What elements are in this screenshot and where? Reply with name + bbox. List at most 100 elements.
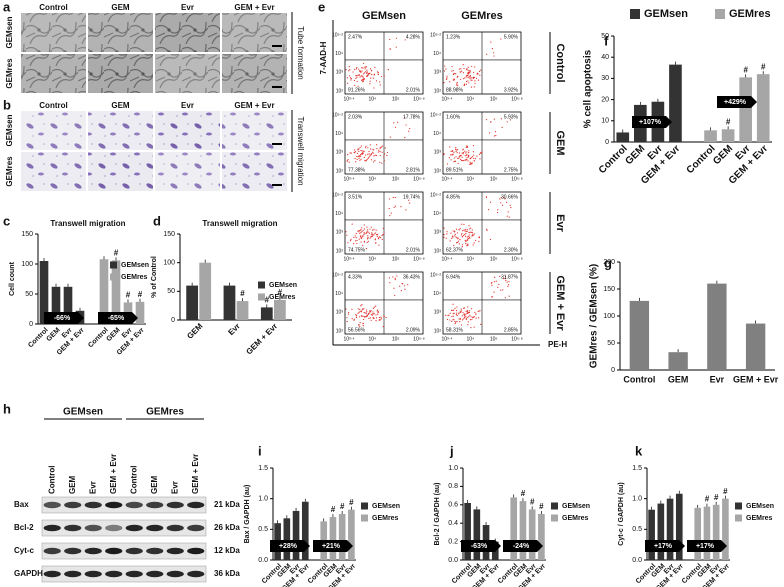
significance-flag: # <box>539 502 544 511</box>
event-dot <box>452 79 454 81</box>
blot-band <box>43 547 61 555</box>
panel-label: e <box>318 0 325 14</box>
event-dot <box>356 156 358 158</box>
blot-band <box>166 501 184 509</box>
lane-label: GEM + Evr <box>109 454 118 494</box>
event-dot <box>358 311 360 313</box>
event-dot <box>500 118 502 120</box>
event-dot <box>353 243 355 245</box>
legend-swatch <box>630 9 640 19</box>
event-dot <box>488 209 490 211</box>
y-tick-label: 0.5 <box>632 526 642 533</box>
event-dot <box>368 312 371 314</box>
event-dot <box>461 244 464 246</box>
event-dot <box>379 150 381 153</box>
blot-band <box>43 570 61 578</box>
event-dot <box>459 156 461 158</box>
lane-label: GEM <box>68 475 77 494</box>
event-dot <box>370 233 373 235</box>
event-dot <box>466 244 469 246</box>
event-dot <box>471 229 473 231</box>
bar <box>722 498 729 560</box>
event-dot <box>354 68 356 71</box>
flow-y-tick: 10⁴ <box>335 211 343 217</box>
bar <box>338 514 346 560</box>
event-dot <box>473 154 475 156</box>
event-dot <box>503 197 505 199</box>
event-dot <box>457 240 460 242</box>
event-dot <box>369 72 371 74</box>
y-tick-label: 1.0 <box>448 465 458 472</box>
event-dot <box>363 156 365 159</box>
event-dot <box>377 71 379 74</box>
micrograph <box>88 54 153 93</box>
quadrant-percent: 2.47% <box>348 34 363 40</box>
flow-x-tick: 10⁵·⁸ <box>511 96 522 102</box>
event-dot <box>375 305 377 307</box>
event-dot <box>454 233 456 235</box>
event-dot <box>404 288 406 290</box>
event-dot <box>369 155 371 157</box>
event-dot <box>355 237 357 239</box>
event-dot <box>453 78 455 80</box>
event-dot <box>370 319 372 321</box>
flow-x-tick: 10⁵·⁸ <box>511 176 522 182</box>
event-dot <box>402 283 404 285</box>
column-label: GEM <box>111 3 130 12</box>
bar <box>704 130 717 142</box>
event-dot <box>348 66 350 68</box>
annotation-arrow <box>687 540 727 552</box>
event-dot <box>450 159 452 161</box>
event-dot <box>367 313 369 316</box>
event-dot <box>390 212 392 214</box>
event-dot <box>444 65 446 67</box>
event-dot <box>366 75 368 77</box>
event-dot <box>452 315 454 317</box>
event-dot <box>461 236 464 238</box>
flow-x-tick: 10⁵·⁸ <box>413 336 424 342</box>
event-dot <box>462 159 464 162</box>
event-dot <box>373 318 375 320</box>
event-dot <box>458 152 461 154</box>
event-dot <box>450 232 452 234</box>
event-dot <box>465 242 467 245</box>
event-dot <box>468 234 470 236</box>
event-dot <box>345 308 347 310</box>
lane-label: Evr <box>170 481 179 494</box>
event-dot <box>372 234 375 236</box>
annotation-arrow <box>503 540 543 552</box>
event-dot <box>448 157 450 159</box>
flow-y-tick: 10² <box>434 328 442 334</box>
event-dot <box>507 211 509 213</box>
annotation-arrow <box>313 540 353 552</box>
event-dot <box>472 157 475 159</box>
event-dot <box>464 239 466 241</box>
event-dot <box>362 62 365 65</box>
event-dot <box>376 310 378 312</box>
event-dot <box>456 152 458 154</box>
event-dot <box>465 310 467 312</box>
event-dot <box>357 155 359 157</box>
event-dot <box>358 156 360 158</box>
event-dot <box>469 71 471 73</box>
side-label: Transwell migration <box>296 116 305 185</box>
event-dot <box>365 231 368 233</box>
event-dot <box>452 303 454 305</box>
event-dot <box>481 151 483 153</box>
event-dot <box>490 41 492 43</box>
event-dot <box>504 297 506 299</box>
event-dot <box>369 144 371 146</box>
event-dot <box>395 46 397 48</box>
y-axis-title: Cell count <box>9 261 16 296</box>
event-dot <box>363 234 365 236</box>
event-dot <box>449 240 451 242</box>
panel-label: d <box>153 213 161 228</box>
event-dot <box>350 77 352 80</box>
event-dot <box>461 319 463 321</box>
event-dot <box>468 75 470 78</box>
y-axis-title: % of Control <box>151 256 158 298</box>
event-dot <box>385 316 387 319</box>
event-dot <box>456 306 458 308</box>
flow-x-tick: 10⁵ <box>490 256 498 262</box>
event-dot <box>362 325 364 327</box>
